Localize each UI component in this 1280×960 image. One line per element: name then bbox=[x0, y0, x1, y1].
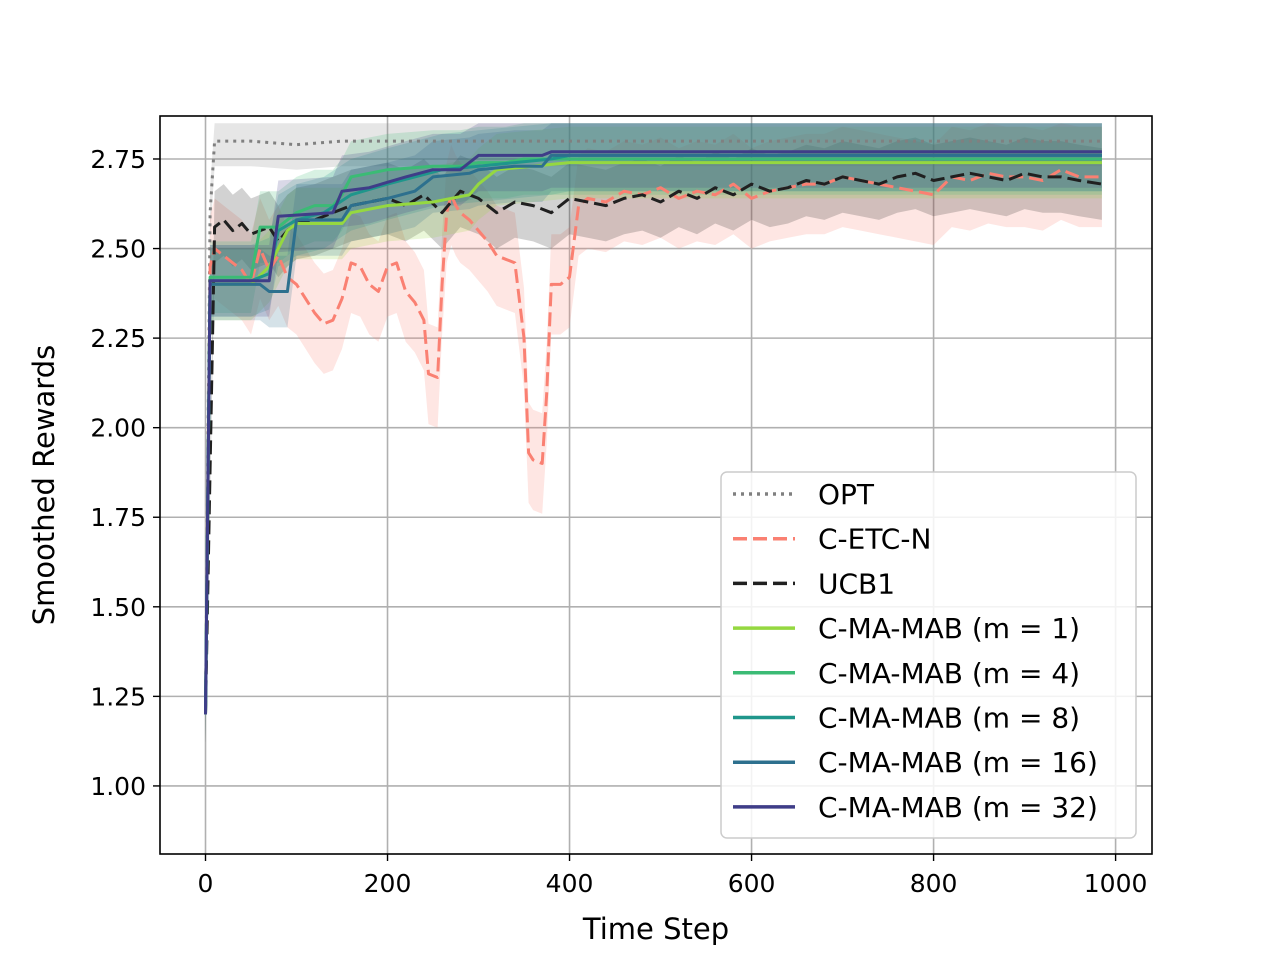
band-c-ma-mab-m-32 bbox=[205, 123, 1102, 743]
x-tick-label: 800 bbox=[910, 869, 958, 898]
y-tick-label: 1.25 bbox=[90, 682, 146, 711]
plot-frame bbox=[159, 115, 1153, 855]
legend-label-ucb1: UCB1 bbox=[818, 567, 895, 600]
x-tick-label: 0 bbox=[198, 869, 214, 898]
legend-label-c-ma-mab-m-16: C-MA-MAB (m = 16) bbox=[818, 746, 1098, 779]
y-tick-label: 1.50 bbox=[90, 593, 146, 622]
y-tick-label: 2.50 bbox=[90, 235, 146, 264]
band-c-etc-n bbox=[205, 123, 1102, 743]
legend-label-c-ma-mab-m-1: C-MA-MAB (m = 1) bbox=[818, 612, 1080, 645]
legend-label-c-etc-n: C-ETC-N bbox=[818, 523, 931, 556]
x-axis-label: Time Step bbox=[582, 912, 729, 946]
legend-label-c-ma-mab-m-4: C-MA-MAB (m = 4) bbox=[818, 657, 1080, 690]
series-lines bbox=[204, 139, 1103, 715]
series-line-c-ma-mab-m-32 bbox=[204, 150, 1102, 715]
y-tick-label: 1.00 bbox=[90, 772, 146, 801]
band-c-ma-mab-m-16 bbox=[205, 123, 1102, 743]
legend-label-c-ma-mab-m-8: C-MA-MAB (m = 8) bbox=[818, 702, 1080, 735]
band-c-ma-mab-m-1 bbox=[205, 126, 1102, 743]
x-tick-label: 200 bbox=[364, 869, 412, 898]
x-tick-label: 400 bbox=[546, 869, 594, 898]
series-line-c-ma-mab-m-16 bbox=[204, 153, 1102, 715]
y-tick-label: 2.00 bbox=[90, 414, 146, 443]
band-ucb1 bbox=[205, 137, 1102, 743]
y-axis-label: Smoothed Rewards bbox=[27, 345, 61, 625]
y-tick-label: 2.75 bbox=[90, 145, 146, 174]
series-line-c-ma-mab-m-8 bbox=[204, 153, 1102, 715]
band-c-ma-mab-m-4 bbox=[205, 123, 1102, 743]
legend: OPT C-ETC-N UCB1 C-MA-MAB (m = 1) C-MA-MAB (… bbox=[720, 471, 1137, 839]
band-c-ma-mab-m-8 bbox=[205, 123, 1102, 743]
y-tick-label: 2.25 bbox=[90, 324, 146, 353]
legend-label-c-ma-mab-m-32: C-MA-MAB (m = 32) bbox=[818, 791, 1098, 824]
x-axis: 0 200 400 600 800 1000 bbox=[198, 854, 1148, 898]
y-tick-label: 1.75 bbox=[90, 503, 146, 532]
y-axis: 1.00 1.25 1.50 1.75 2.00 2.25 2.50 2.75 bbox=[90, 145, 160, 801]
x-tick-label: 1000 bbox=[1084, 869, 1148, 898]
confidence-bands bbox=[205, 123, 1102, 743]
legend-box bbox=[720, 471, 1137, 839]
legend-label-opt: OPT bbox=[818, 478, 875, 511]
x-tick-label: 600 bbox=[728, 869, 776, 898]
